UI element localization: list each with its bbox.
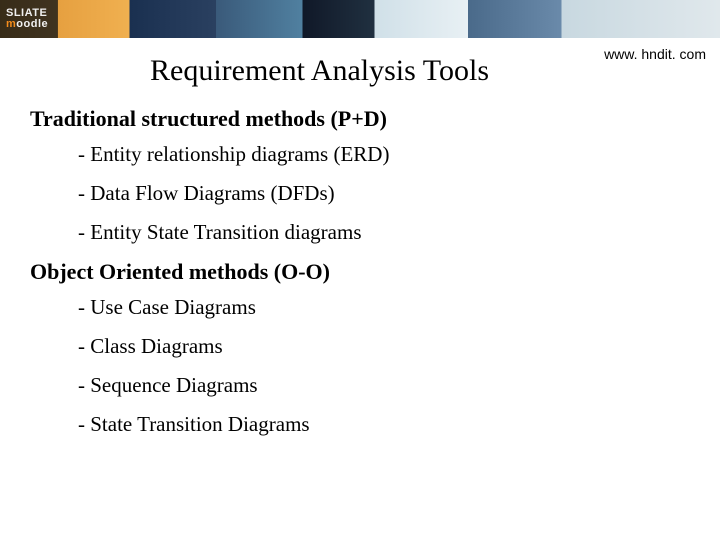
top-banner: SLIATE moodle [0, 0, 720, 38]
list-item: - State Transition Diagrams [78, 412, 690, 437]
url-text: www. hndit. com [604, 46, 706, 62]
section-heading-2: Object Oriented methods (O-O) [30, 259, 690, 285]
logo-area: SLIATE moodle [0, 0, 58, 38]
list-item: - Sequence Diagrams [78, 373, 690, 398]
logo-m: m [6, 18, 16, 30]
logo-rest: oodle [16, 18, 48, 30]
list-item: - Entity State Transition diagrams [78, 220, 690, 245]
page-title: Requirement Analysis Tools [150, 54, 489, 88]
list-item: - Data Flow Diagrams (DFDs) [78, 181, 690, 206]
content-area: Traditional structured methods (P+D) - E… [30, 100, 690, 451]
section-heading-1: Traditional structured methods (P+D) [30, 106, 690, 132]
list-item: - Use Case Diagrams [78, 295, 690, 320]
logo-text: SLIATE moodle [6, 8, 48, 30]
list-item: - Entity relationship diagrams (ERD) [78, 142, 690, 167]
list-item: - Class Diagrams [78, 334, 690, 359]
